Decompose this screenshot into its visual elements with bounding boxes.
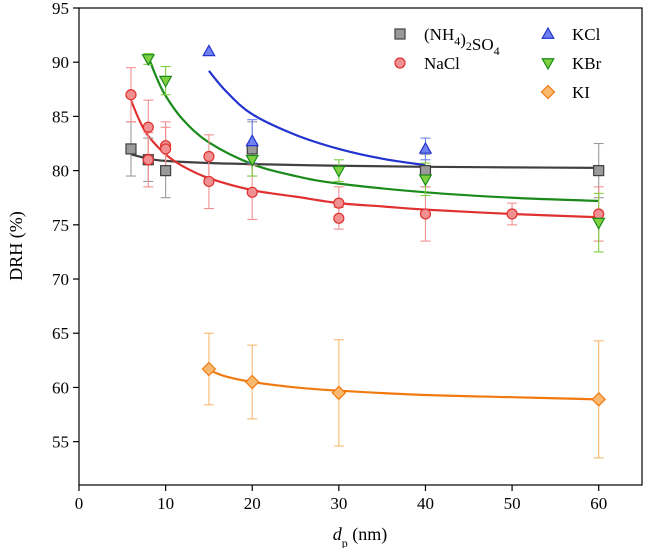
point-kbr bbox=[158, 75, 173, 88]
x-tick-label: 20 bbox=[244, 494, 261, 513]
y-tick-label: 95 bbox=[52, 0, 69, 18]
point-kbr bbox=[591, 217, 606, 230]
data-points bbox=[125, 44, 607, 407]
legend-marker-nh4-2so4 bbox=[394, 28, 406, 40]
point-kbr bbox=[245, 154, 260, 167]
x-tick-label: 0 bbox=[75, 494, 84, 513]
legend-label-kcl: KCl bbox=[572, 25, 601, 44]
y-tick-label: 60 bbox=[52, 378, 69, 397]
point-nacl bbox=[593, 208, 605, 220]
y-tick-label: 80 bbox=[52, 162, 69, 181]
point-nacl bbox=[142, 154, 154, 166]
point-kbr bbox=[141, 54, 156, 67]
point-nacl bbox=[333, 212, 345, 224]
point-kcl bbox=[418, 141, 433, 154]
legend-label-kbr: KBr bbox=[572, 54, 602, 73]
plot-area bbox=[78, 7, 643, 486]
point-kbr bbox=[332, 165, 346, 178]
legend-marker-ki bbox=[540, 84, 556, 100]
fit-curve-kcl bbox=[208, 70, 426, 167]
y-tick-label: 65 bbox=[52, 324, 69, 343]
y-tick-label: 90 bbox=[52, 53, 69, 72]
y-axis-title: DRH (%) bbox=[6, 211, 27, 281]
point-nacl bbox=[160, 143, 172, 155]
point-kcl bbox=[202, 44, 216, 57]
x-tick-label: 50 bbox=[504, 494, 521, 513]
legend-label-nacl: NaCl bbox=[424, 54, 460, 73]
point-nacl bbox=[333, 197, 345, 209]
legend-marker-kcl bbox=[541, 26, 555, 39]
point-kcl bbox=[245, 134, 260, 147]
legend-item-kcl: KCl bbox=[541, 25, 601, 44]
point-kbr bbox=[418, 174, 433, 187]
point-nh4-2so4 bbox=[593, 165, 605, 177]
point-ki bbox=[201, 361, 217, 377]
point-nacl bbox=[203, 150, 215, 163]
x-tick-label: 60 bbox=[590, 494, 607, 513]
legend-marker-kbr bbox=[541, 58, 555, 71]
point-nh4-2so4 bbox=[160, 165, 172, 177]
x-tick-label: 10 bbox=[157, 494, 174, 513]
point-ki bbox=[591, 392, 607, 407]
legend-label-nh4-2so4: (NH4)2SO4 bbox=[424, 25, 500, 58]
x-tick-label: 30 bbox=[330, 494, 347, 513]
point-nacl bbox=[506, 208, 518, 220]
point-ki bbox=[244, 374, 260, 390]
fit-curves bbox=[129, 56, 599, 401]
legend-item-nacl: NaCl bbox=[394, 54, 460, 73]
point-nacl bbox=[246, 186, 258, 198]
legend-label-ki: KI bbox=[572, 83, 590, 102]
y-axis: 55 60 65 70 75 80 85 90 95 bbox=[52, 0, 79, 452]
point-nacl bbox=[203, 175, 215, 188]
fit-curve-nacl bbox=[129, 99, 599, 219]
point-nacl bbox=[142, 121, 154, 133]
legend-item-kbr: KBr bbox=[541, 54, 602, 73]
fit-curve-kbr bbox=[147, 56, 599, 203]
x-axis: 0 10 20 30 40 50 60 bbox=[75, 485, 607, 513]
fit-curve-nh4-2so4 bbox=[130, 153, 599, 170]
x-axis-title: dp (nm) bbox=[333, 524, 388, 548]
x-tick-label: 40 bbox=[417, 494, 434, 513]
point-ki bbox=[331, 385, 347, 401]
legend-marker-nacl bbox=[394, 57, 406, 69]
y-tick-label: 55 bbox=[52, 433, 69, 452]
fit-curve-ki bbox=[208, 369, 599, 401]
legend-item-ki: KI bbox=[540, 83, 590, 102]
y-tick-label: 70 bbox=[52, 270, 69, 289]
point-nacl bbox=[419, 208, 432, 220]
y-tick-label: 75 bbox=[52, 216, 69, 235]
point-nacl bbox=[125, 89, 137, 101]
legend-item-nh4-2so4: (NH4)2SO4 bbox=[394, 25, 500, 58]
point-nh4-2so4 bbox=[125, 143, 137, 155]
y-tick-label: 85 bbox=[52, 107, 69, 126]
point-nh4-2so4 bbox=[419, 165, 432, 177]
